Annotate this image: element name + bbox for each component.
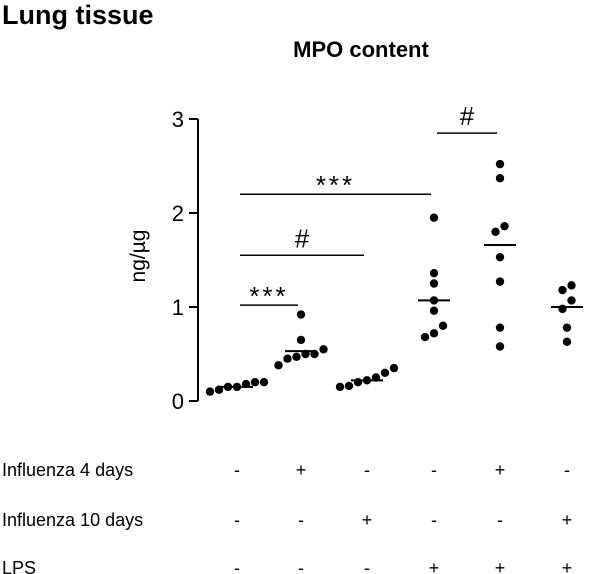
data-point — [429, 306, 439, 315]
data-point — [319, 345, 328, 354]
condition-sign: - — [364, 558, 370, 574]
data-point — [491, 227, 500, 236]
data-point — [353, 378, 363, 387]
condition-label: Influenza 10 days — [2, 510, 143, 530]
y-tick-label: 3 — [172, 107, 184, 132]
data-point — [495, 159, 505, 169]
condition-sign: - — [564, 460, 570, 480]
condition-label: LPS — [2, 558, 36, 574]
data-point — [562, 337, 572, 346]
data-point — [558, 304, 567, 314]
y-tick-label: 1 — [172, 295, 184, 320]
condition-sign: + — [562, 558, 573, 574]
significance-label: *** — [316, 170, 355, 200]
y-tick-label: 2 — [172, 201, 184, 226]
data-point — [495, 277, 505, 286]
significance-label: *** — [249, 281, 288, 311]
data-point — [558, 285, 567, 295]
condition-sign: - — [234, 510, 240, 530]
significance-label: # — [295, 223, 310, 253]
condition-sign: - — [298, 558, 304, 574]
chart-title: MPO content — [293, 37, 429, 62]
data-point — [380, 368, 390, 377]
condition-sign: + — [429, 558, 440, 574]
condition-sign: - — [497, 510, 503, 530]
data-point — [429, 279, 439, 288]
y-tick-label: 0 — [172, 389, 184, 414]
condition-sign: - — [234, 558, 240, 574]
data-point — [429, 329, 439, 338]
condition-sign: + — [495, 460, 506, 480]
data-point — [296, 310, 306, 319]
data-point — [283, 354, 292, 363]
condition-sign: + — [296, 460, 307, 480]
data-point — [567, 281, 576, 290]
condition-sign: - — [234, 460, 240, 480]
data-point — [259, 378, 269, 387]
data-point — [420, 332, 430, 342]
condition-label: Influenza 4 days — [2, 460, 133, 480]
data-point — [389, 363, 399, 373]
data-point — [495, 323, 505, 332]
panel-title: Lung tissue — [2, 0, 154, 30]
condition-sign: + — [495, 558, 506, 574]
data-point — [495, 174, 505, 183]
data-point — [429, 268, 439, 278]
data-point — [250, 378, 260, 387]
condition-sign: + — [562, 510, 573, 530]
data-point — [274, 361, 283, 370]
y-axis-label: ng/µg — [127, 230, 150, 283]
data-point — [335, 382, 345, 392]
data-point — [292, 352, 301, 362]
condition-sign: - — [298, 510, 304, 530]
data-point — [495, 252, 505, 262]
data-point — [495, 342, 505, 351]
data-point — [438, 321, 448, 330]
condition-sign: + — [362, 510, 373, 530]
data-point — [562, 323, 572, 332]
data-point — [567, 296, 576, 305]
data-point — [205, 387, 215, 396]
data-point — [429, 213, 439, 222]
data-point — [296, 335, 306, 345]
condition-sign: - — [431, 460, 437, 480]
data-point — [344, 381, 354, 391]
condition-sign: - — [431, 510, 437, 530]
condition-sign: - — [364, 460, 370, 480]
data-point — [500, 221, 509, 231]
significance-label: # — [460, 101, 475, 131]
